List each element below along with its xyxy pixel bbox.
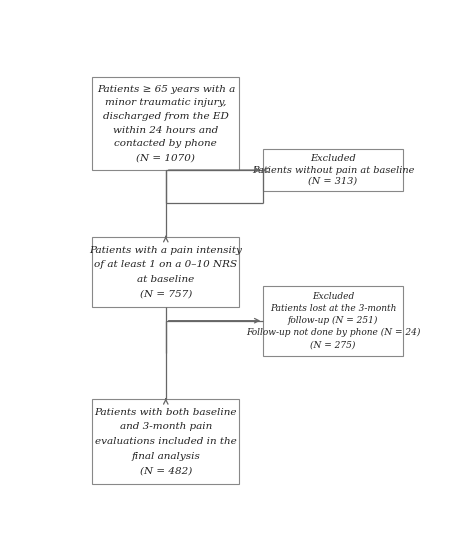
Text: Excluded: Excluded: [310, 154, 356, 164]
Text: (N = 313): (N = 313): [309, 177, 357, 186]
Text: evaluations included in the: evaluations included in the: [95, 437, 237, 446]
Text: and 3-month pain: and 3-month pain: [119, 423, 212, 431]
Text: (N = 275): (N = 275): [310, 341, 356, 349]
Text: Patients with both baseline: Patients with both baseline: [94, 408, 237, 417]
Text: (N = 1070): (N = 1070): [137, 153, 195, 162]
Text: Patients lost at the 3-month: Patients lost at the 3-month: [270, 304, 396, 313]
Text: (N = 757): (N = 757): [140, 289, 192, 298]
Text: minor traumatic injury,: minor traumatic injury,: [105, 98, 227, 107]
Text: final analysis: final analysis: [131, 452, 200, 461]
Text: follow-up (N = 251): follow-up (N = 251): [288, 316, 378, 325]
Text: within 24 hours and: within 24 hours and: [113, 126, 219, 135]
Text: contacted by phone: contacted by phone: [114, 139, 217, 148]
Text: (N = 482): (N = 482): [140, 466, 192, 476]
FancyBboxPatch shape: [92, 399, 239, 484]
Text: Patients with a pain intensity: Patients with a pain intensity: [89, 246, 242, 255]
Text: of at least 1 on a 0–10 NRS: of at least 1 on a 0–10 NRS: [94, 260, 237, 269]
Text: Excluded: Excluded: [312, 292, 354, 301]
Text: Follow-up not done by phone (N = 24): Follow-up not done by phone (N = 24): [246, 328, 420, 337]
FancyBboxPatch shape: [92, 77, 239, 170]
FancyBboxPatch shape: [263, 149, 403, 191]
Text: Patients ≥ 65 years with a: Patients ≥ 65 years with a: [97, 85, 235, 94]
Text: at baseline: at baseline: [137, 275, 194, 284]
FancyBboxPatch shape: [92, 237, 239, 307]
FancyBboxPatch shape: [263, 285, 403, 356]
Text: Patients without pain at baseline: Patients without pain at baseline: [252, 165, 414, 175]
Text: discharged from the ED: discharged from the ED: [103, 112, 229, 121]
